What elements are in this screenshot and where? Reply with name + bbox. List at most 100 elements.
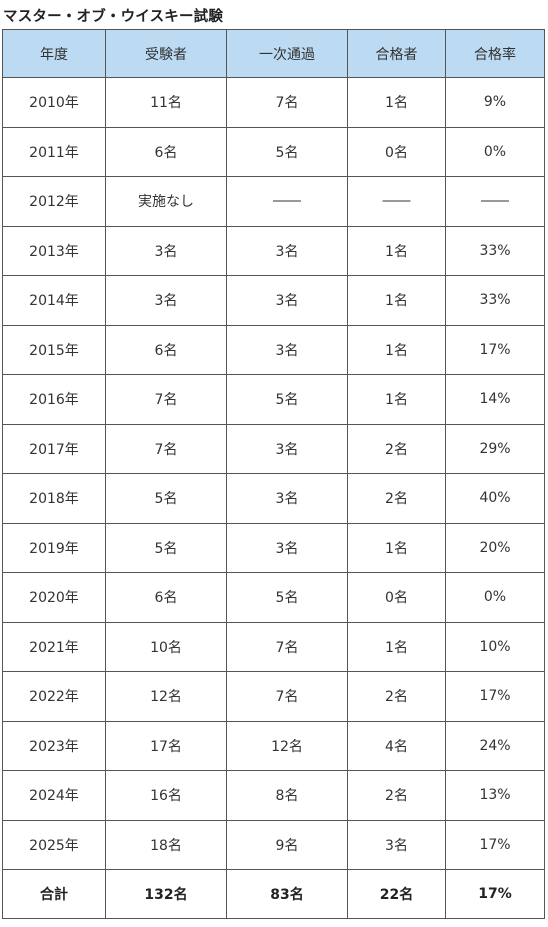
table-row: 2020年 6名 5名 0名 0% [2,572,545,623]
cell-pass-rate: 0% [445,126,545,177]
cell-passers: 2名 [347,770,446,821]
total-examinees: 132名 [105,869,227,919]
cell-pass-rate: 17% [445,324,545,375]
cell-year: 2011年 [2,126,106,177]
cell-first-pass: 9名 [226,819,348,870]
total-label: 合計 [2,869,106,919]
cell-first-pass: 8名 [226,770,348,821]
table-row: 2016年 7名 5名 1名 14% [2,374,545,425]
table-row: 2018年 5名 3名 2名 40% [2,473,545,524]
cell-first-pass: 3名 [226,324,348,375]
cell-year: 2012年 [2,176,106,227]
cell-passers: 1名 [347,621,446,672]
cell-year: 2017年 [2,423,106,474]
cell-passers: 1名 [347,324,446,375]
cell-year: 2014年 [2,275,106,326]
cell-pass-rate: 13% [445,770,545,821]
table-row: 2010年 11名 7名 1名 9% [2,77,545,128]
cell-examinees: 18名 [105,819,227,870]
cell-pass-rate: 29% [445,423,545,474]
cell-pass-rate: 0% [445,572,545,623]
table-row: 2021年 10名 7名 1名 10% [2,621,545,672]
cell-examinees: 11名 [105,77,227,128]
header-first-pass: 一次通過 [226,29,348,78]
total-row: 合計 132名 83名 22名 17% [2,869,545,919]
cell-passers: 2名 [347,473,446,524]
cell-passers: 1名 [347,522,446,573]
total-pass-rate: 17% [445,869,545,919]
cell-examinees: 17名 [105,720,227,771]
table-row: 2023年 17名 12名 4名 24% [2,720,545,771]
header-pass-rate: 合格率 [445,29,545,78]
cell-year: 2016年 [2,374,106,425]
table-row: 2024年 16名 8名 2名 13% [2,770,545,821]
cell-examinees: 実施なし [105,176,227,227]
cell-year: 2022年 [2,671,106,722]
cell-first-pass: 5名 [226,374,348,425]
table-title: マスター・オブ・ウイスキー試験 [3,9,224,25]
cell-examinees: 6名 [105,324,227,375]
cell-year: 2020年 [2,572,106,623]
table-row: 2013年 3名 3名 1名 33% [2,225,545,276]
total-passers: 22名 [347,869,446,919]
cell-first-pass: 5名 [226,126,348,177]
cell-passers: ―― [347,176,446,227]
cell-first-pass: 3名 [226,275,348,326]
cell-pass-rate: ―― [445,176,545,227]
cell-pass-rate: 17% [445,819,545,870]
cell-pass-rate: 33% [445,225,545,276]
header-passers: 合格者 [347,29,446,78]
cell-examinees: 10名 [105,621,227,672]
cell-passers: 0名 [347,126,446,177]
cell-first-pass: 5名 [226,572,348,623]
cell-passers: 3名 [347,819,446,870]
cell-passers: 4名 [347,720,446,771]
cell-first-pass: 7名 [226,77,348,128]
cell-first-pass: 7名 [226,621,348,672]
cell-first-pass: 3名 [226,473,348,524]
table-row: 2015年 6名 3名 1名 17% [2,324,545,375]
cell-year: 2015年 [2,324,106,375]
header-examinees: 受験者 [105,29,227,78]
cell-first-pass: 7名 [226,671,348,722]
cell-year: 2013年 [2,225,106,276]
cell-passers: 2名 [347,423,446,474]
header-row: 年度 受験者 一次通過 合格者 合格率 [2,29,545,78]
table-row: 2022年 12名 7名 2名 17% [2,671,545,722]
table-row: 2025年 18名 9名 3名 17% [2,819,545,870]
cell-pass-rate: 14% [445,374,545,425]
cell-examinees: 12名 [105,671,227,722]
cell-pass-rate: 9% [445,77,545,128]
total-first-pass: 83名 [226,869,348,919]
cell-examinees: 6名 [105,126,227,177]
cell-first-pass: 3名 [226,423,348,474]
cell-passers: 1名 [347,225,446,276]
table-row: 2011年 6名 5名 0名 0% [2,126,545,177]
cell-passers: 0名 [347,572,446,623]
cell-year: 2019年 [2,522,106,573]
exam-results-table: 年度 受験者 一次通過 合格者 合格率 2010年 11名 7名 1名 9% 2011年 6… [2,29,545,919]
cell-pass-rate: 24% [445,720,545,771]
cell-examinees: 16名 [105,770,227,821]
cell-pass-rate: 33% [445,275,545,326]
cell-examinees: 5名 [105,522,227,573]
cell-examinees: 6名 [105,572,227,623]
cell-first-pass: ―― [226,176,348,227]
cell-examinees: 3名 [105,275,227,326]
cell-pass-rate: 17% [445,671,545,722]
table-row: 2017年 7名 3名 2名 29% [2,423,545,474]
cell-year: 2018年 [2,473,106,524]
cell-first-pass: 3名 [226,225,348,276]
cell-examinees: 7名 [105,423,227,474]
table-row: 2014年 3名 3名 1名 33% [2,275,545,326]
table-row: 2012年 実施なし ―― ―― ―― [2,176,545,227]
cell-first-pass: 12名 [226,720,348,771]
cell-passers: 2名 [347,671,446,722]
cell-pass-rate: 40% [445,473,545,524]
cell-first-pass: 3名 [226,522,348,573]
cell-examinees: 3名 [105,225,227,276]
cell-passers: 1名 [347,275,446,326]
cell-passers: 1名 [347,77,446,128]
cell-year: 2023年 [2,720,106,771]
cell-year: 2021年 [2,621,106,672]
